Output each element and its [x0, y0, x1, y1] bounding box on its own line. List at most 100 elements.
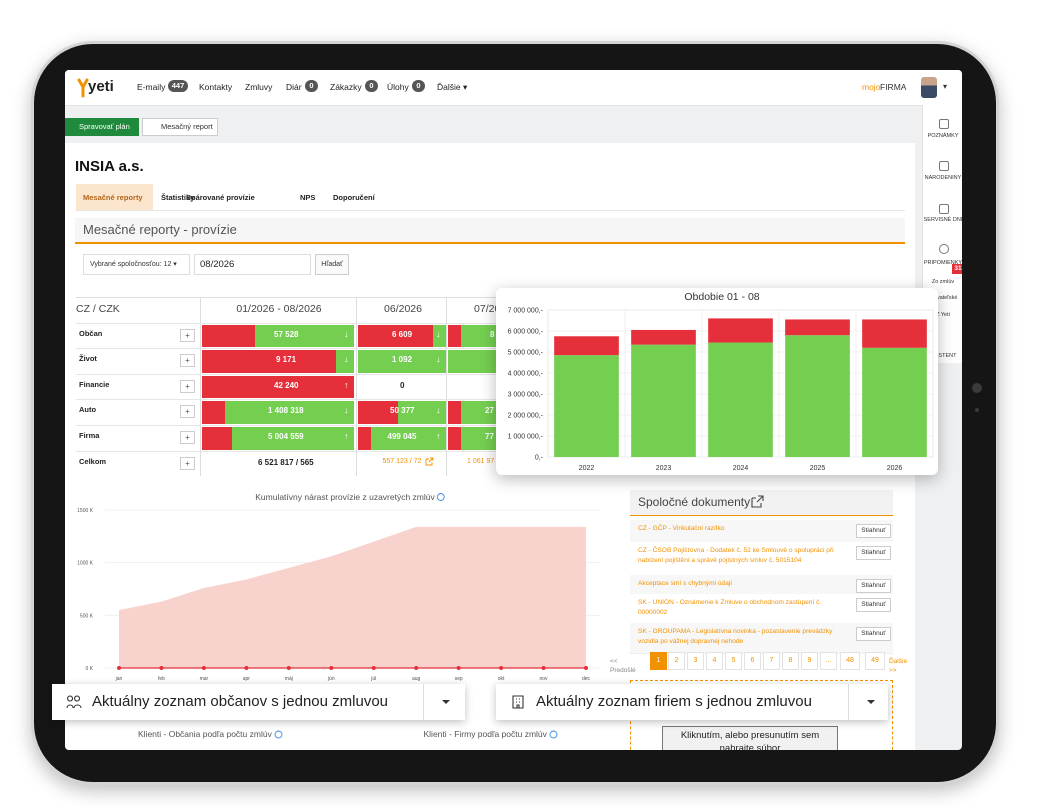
document-link[interactable]: SK - UNION - Oznámenie k Zmluve o obchod… [638, 599, 822, 616]
icon-shape [274, 730, 283, 739]
cell-bar-green [232, 427, 354, 450]
icon-shape [425, 457, 433, 466]
bar-segment [708, 342, 773, 457]
page-button[interactable]: 2 [668, 652, 685, 670]
avatar[interactable] [921, 77, 937, 98]
trend-arrow: ↓ [344, 354, 349, 365]
icon-shape [512, 695, 524, 709]
search-button[interactable]: Hľadať [315, 254, 349, 275]
x-tick-label: 2022 [579, 465, 595, 472]
table-frame [76, 297, 546, 477]
document-row [630, 594, 893, 624]
sidebar-label[interactable]: Z Yeti [936, 312, 950, 318]
document-link[interactable]: CZ - GČP - Vinkulační razítko [638, 525, 725, 532]
tab[interactable]: Doporučení [333, 193, 375, 202]
x-tick-label: 2025 [810, 465, 826, 472]
nav-item[interactable]: E-maily [137, 82, 166, 92]
tab[interactable]: Spárované provízie [186, 193, 255, 202]
upload-text[interactable]: Kliknutím, alebo presunutím sem nahrajte… [680, 730, 820, 750]
expand-button[interactable]: + [180, 456, 195, 470]
download-button[interactable]: Stiahnuť [856, 579, 891, 593]
page-button[interactable]: 1 [650, 652, 667, 670]
expand-button[interactable]: + [180, 379, 195, 393]
section-underline [75, 242, 905, 244]
y-tick-label: 0,- [535, 455, 544, 462]
y-tick-label: 1000 K [77, 561, 94, 567]
column-divider [356, 297, 357, 477]
nav-item[interactable]: Úlohy [387, 82, 409, 92]
cell-value: 9 171 [276, 355, 297, 365]
download-button[interactable]: Stiahnuť [856, 627, 891, 641]
page-button[interactable]: 9 [801, 652, 818, 670]
row-label: Auto [79, 405, 97, 415]
sidebar-label[interactable]: Užívateľské [928, 295, 958, 301]
building-icon [512, 695, 524, 709]
cell-bar-red [202, 324, 256, 348]
nav-item[interactable]: Zmluvy [245, 82, 273, 92]
page-button[interactable]: 8 [782, 652, 799, 670]
report-button[interactable]: Mesačný report [142, 118, 218, 136]
plan-button[interactable]: Spravovať plán [65, 118, 139, 136]
x-tick-label: okt [498, 676, 505, 682]
icon-shape [939, 161, 949, 171]
nav-item[interactable]: Diár [286, 82, 302, 92]
x-tick-label: 2024 [733, 465, 749, 472]
sidebar-label[interactable]: POZNÁMKY [927, 133, 959, 139]
page-button[interactable]: 4 [706, 652, 723, 670]
page-button[interactable]: 6 [744, 652, 761, 670]
nav-item[interactable]: Ďalšie ▾ [437, 82, 468, 92]
page-button[interactable]: 49 [865, 652, 885, 670]
pagination-next[interactable]: Ďalšie >> [889, 658, 908, 674]
cell-value: 50 377 [390, 406, 415, 416]
page-button[interactable]: 48 [840, 652, 860, 670]
page-button[interactable]: 7 [763, 652, 780, 670]
nav-item[interactable]: Kontakty [199, 82, 233, 92]
row-label: Život [79, 354, 97, 364]
cell-value: 499 045 [387, 432, 417, 441]
bar-segment [862, 347, 927, 457]
sidebar-label[interactable]: PRIPOMIENKY [923, 260, 962, 266]
page-button[interactable]: 5 [725, 652, 742, 670]
trend-arrow: ↓ [436, 354, 441, 365]
sidebar-label[interactable]: SERVISNÉ DNI [923, 217, 962, 223]
sidebar-label[interactable]: ASISTENT [929, 353, 957, 359]
document-link[interactable]: Akceptace smí s chybnými údaji [638, 580, 732, 587]
expand-button[interactable]: + [180, 405, 195, 419]
cell-value: 57 528 [274, 329, 299, 339]
icon-shape [939, 204, 949, 214]
nav-item[interactable]: Zákazky [330, 82, 362, 92]
cell-value: 27 [485, 406, 494, 416]
external-link-icon [751, 495, 764, 508]
dropdown[interactable]: Aktuálny zoznam firiem s jednou zmluvou [496, 684, 888, 720]
client-chart-title: Klienti - Občania podľa počtu zmlúv [138, 729, 272, 739]
tab[interactable]: NPS [300, 193, 316, 202]
dropdown[interactable]: Aktuálny zoznam občanov s jednou zmluvou [52, 684, 465, 720]
pagination-prev[interactable]: << Predošlé [610, 658, 636, 674]
sidebar-label[interactable]: NARODENINY [924, 175, 962, 181]
sidebar-icon [939, 161, 949, 171]
download-button[interactable]: Stiahnuť [856, 524, 891, 538]
cell-value: 1 061 97 [467, 457, 495, 465]
page-button[interactable]: 3 [687, 652, 704, 670]
download-button[interactable]: Stiahnuť [856, 598, 891, 612]
cell-value: 557 123 / 72 [382, 457, 422, 465]
cell-value: 77 [485, 432, 494, 441]
expand-button[interactable]: + [180, 328, 195, 342]
expand-button[interactable]: + [180, 354, 195, 368]
sidebar-label[interactable]: Zo zmlúv [931, 279, 955, 285]
chart-popup: Obdobie 01 - 08 0,- 1 000 000,- 2 000 000,-… [496, 288, 938, 475]
document-link[interactable]: SK - GROUPAMA - Legislatívna novinka - p… [638, 628, 833, 645]
document-link[interactable]: CZ - ČSOB Pojišťovna - Dodatek č. 52 ke … [638, 547, 834, 564]
info-icon [274, 730, 283, 739]
avatar-caret[interactable]: ▾ [943, 82, 948, 91]
line-point [329, 666, 334, 670]
tab[interactable]: Štatistiky [161, 193, 195, 202]
period-input[interactable]: 08/2026 [194, 254, 311, 275]
company-name: INSIA a.s. [75, 158, 144, 175]
page-button[interactable]: ... [820, 652, 837, 670]
company-select[interactable]: Vybrané spoločnosťou: 12 ▾ [83, 254, 190, 275]
download-button[interactable]: Stiahnuť [856, 546, 891, 560]
expand-button[interactable]: + [180, 431, 195, 444]
tab[interactable]: Mesačné reporty [83, 193, 143, 202]
